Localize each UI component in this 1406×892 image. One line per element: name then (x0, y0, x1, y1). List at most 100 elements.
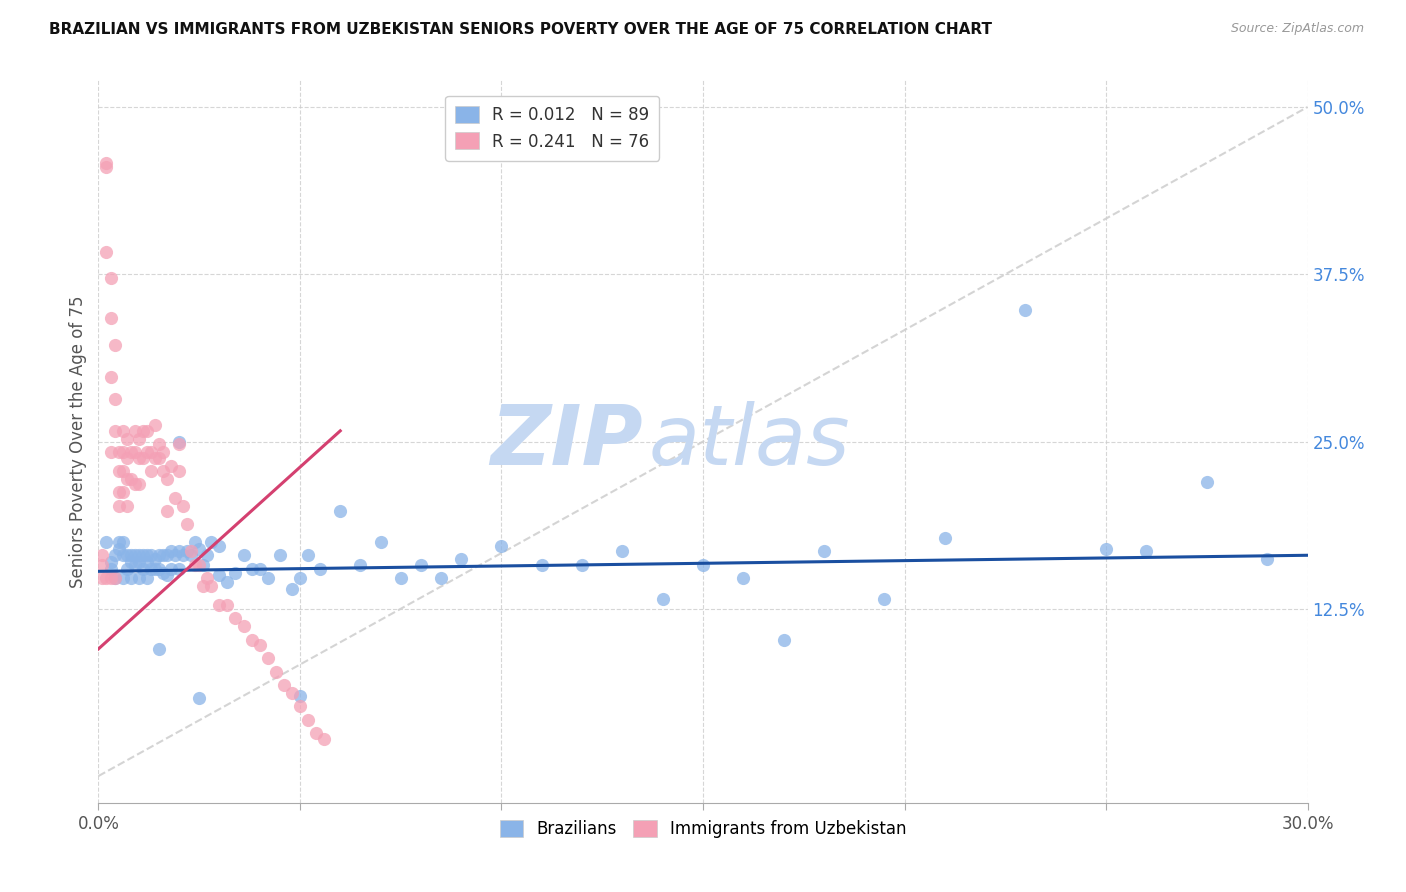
Point (1195, 475, 1218, 489)
Point (115, 450, 138, 465)
Point (176, 517, 198, 532)
Point (111, 485, 134, 500)
Point (772, 632, 794, 647)
Point (128, 548, 150, 563)
Point (128, 450, 150, 465)
Point (156, 568, 179, 582)
Point (224, 566, 246, 580)
Point (100, 562, 122, 576)
Point (389, 571, 412, 585)
Point (107, 445, 129, 459)
Point (100, 271, 122, 285)
Point (813, 544, 835, 558)
Point (100, 445, 122, 459)
Point (111, 445, 134, 459)
Point (124, 558, 146, 572)
Point (152, 548, 174, 563)
Point (491, 539, 513, 553)
Point (409, 558, 432, 572)
Point (100, 370, 122, 384)
Point (288, 689, 311, 703)
Point (208, 598, 231, 612)
Point (143, 552, 166, 566)
Point (297, 548, 319, 563)
Point (124, 548, 146, 563)
Point (240, 562, 263, 576)
Point (314, 731, 336, 746)
Point (111, 535, 134, 549)
Point (91, 571, 114, 585)
Point (120, 445, 142, 459)
Point (103, 571, 125, 585)
Point (132, 548, 155, 563)
Point (148, 642, 170, 657)
Point (305, 726, 328, 740)
Point (100, 571, 122, 585)
Point (188, 541, 211, 556)
Point (128, 432, 150, 446)
Point (167, 544, 190, 558)
Point (172, 548, 194, 563)
Point (115, 548, 138, 563)
Point (103, 338, 125, 352)
Point (100, 311, 122, 326)
Point (1135, 544, 1157, 558)
Point (200, 579, 222, 593)
Point (349, 558, 371, 572)
Point (107, 541, 129, 556)
Point (167, 464, 190, 478)
Point (224, 611, 246, 625)
Point (430, 571, 453, 585)
Point (120, 548, 142, 563)
Point (172, 499, 194, 513)
Point (163, 548, 186, 563)
Point (450, 552, 472, 566)
Point (107, 485, 129, 500)
Point (167, 562, 190, 576)
Point (256, 651, 278, 665)
Point (612, 544, 634, 558)
Point (107, 464, 129, 478)
Text: ZIP: ZIP (489, 401, 643, 482)
Point (249, 562, 271, 576)
Point (96, 161, 118, 175)
Point (148, 437, 170, 451)
Point (184, 535, 207, 549)
Text: Source: ZipAtlas.com: Source: ZipAtlas.com (1230, 22, 1364, 36)
Point (139, 445, 162, 459)
Point (188, 691, 211, 706)
Point (103, 548, 125, 563)
Point (281, 686, 304, 700)
Point (135, 571, 157, 585)
Point (184, 558, 207, 572)
Point (193, 579, 215, 593)
Point (107, 535, 129, 549)
Point (269, 548, 291, 563)
Point (96, 244, 118, 259)
Point (297, 713, 319, 727)
Point (91, 558, 114, 572)
Point (107, 499, 129, 513)
Point (217, 598, 239, 612)
Point (1095, 541, 1118, 556)
Point (148, 548, 170, 563)
Point (128, 477, 150, 491)
Point (143, 450, 166, 465)
Point (91, 548, 114, 563)
Point (111, 548, 134, 563)
Point (139, 548, 162, 563)
Point (128, 555, 150, 569)
Point (103, 571, 125, 585)
Point (139, 562, 162, 576)
Point (309, 562, 332, 576)
Point (256, 571, 278, 585)
Point (111, 571, 134, 585)
Point (160, 562, 183, 576)
Point (530, 558, 553, 572)
Text: BRAZILIAN VS IMMIGRANTS FROM UZBEKISTAN SENIORS POVERTY OVER THE AGE OF 75 CORRE: BRAZILIAN VS IMMIGRANTS FROM UZBEKISTAN … (49, 22, 993, 37)
Point (152, 445, 174, 459)
Point (111, 424, 134, 438)
Point (163, 491, 186, 505)
Point (100, 555, 122, 569)
Point (128, 571, 150, 585)
